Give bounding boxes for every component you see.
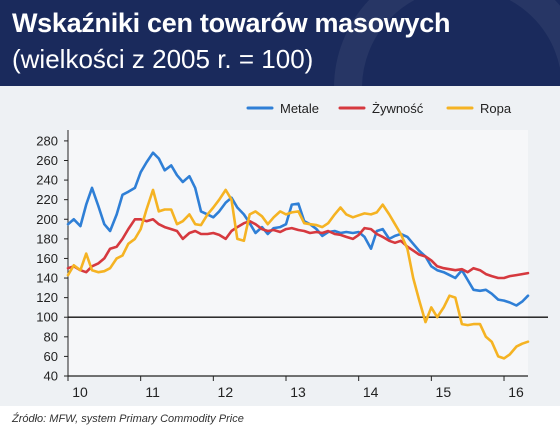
x-tick-label: 13	[290, 384, 306, 400]
y-tick-label: 120	[36, 290, 58, 305]
legend-label: Ropa	[480, 101, 512, 116]
line-chart: 40 60 80 100 120 140 160 180 200 220 240 260 280 10 11…	[36, 101, 548, 400]
y-tick-label: 280	[36, 133, 58, 148]
series-line-metale	[66, 151, 530, 307]
chart-area: 40 60 80 100 120 140 160 180 200 220 240 260 280 10 11…	[0, 86, 560, 406]
y-tick-label: 140	[36, 271, 58, 286]
chart-header: Wskaźniki cen towarów masowych (wielkośc…	[0, 0, 560, 86]
y-tick-label: 160	[36, 251, 58, 266]
series-line-ropa	[66, 188, 530, 360]
y-tick-label: 80	[44, 329, 58, 344]
y-tick-label: 60	[44, 349, 58, 364]
x-tick-label: 12	[218, 384, 234, 400]
x-tick-label: 14	[363, 384, 379, 400]
y-tick-label: 180	[36, 231, 58, 246]
y-tick-label: 220	[36, 192, 58, 207]
x-tick-label: 11	[145, 384, 160, 400]
x-tick-label: 10	[72, 384, 88, 400]
y-tick-label: 40	[44, 369, 58, 384]
x-tick-label: 16	[508, 384, 524, 400]
y-tick-label: 200	[36, 212, 58, 227]
source-note: Źródło: MFW, system Primary Commodity Pr…	[12, 413, 244, 425]
x-tick-label: 15	[436, 384, 452, 400]
legend-label: Żywność	[372, 101, 424, 116]
legend-label: Metale	[280, 101, 319, 116]
chart-subtitle: (wielkości z 2005 r. = 100)	[12, 44, 314, 74]
chart-title: Wskaźniki cen towarów masowych	[12, 8, 451, 38]
y-tick-label: 100	[36, 310, 58, 325]
plot-background	[68, 130, 528, 376]
y-tick-label: 260	[36, 153, 58, 168]
y-tick-label: 240	[36, 173, 58, 188]
